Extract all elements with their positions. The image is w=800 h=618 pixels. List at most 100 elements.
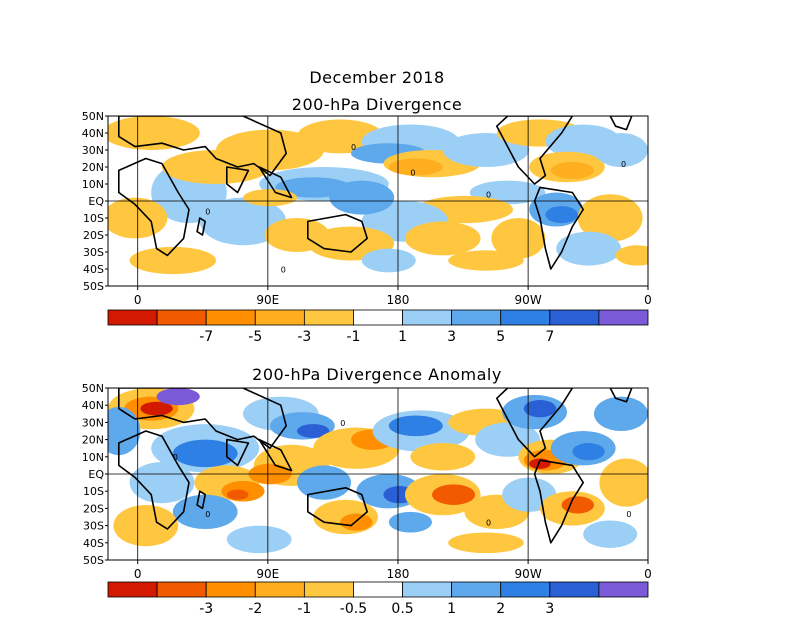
colorbar-label: -3	[199, 601, 213, 617]
latitude-label: EQ	[88, 195, 104, 208]
colorbar-label: 0.5	[391, 601, 413, 617]
divergence-field-blob	[594, 133, 648, 167]
coastline	[196, 217, 206, 236]
latitude-label: 20S	[83, 502, 104, 515]
anomaly-field-blob	[599, 458, 648, 507]
latitude-label: 20N	[82, 434, 104, 447]
latitude-label: 30S	[83, 520, 104, 533]
latitude-label: 30N	[82, 416, 104, 429]
coastline	[226, 166, 250, 194]
zero-contour-label: 0	[205, 208, 210, 217]
longitude-label: 90W	[515, 293, 542, 307]
month-title: December 2018	[309, 68, 445, 87]
colorbar-label: -7	[199, 329, 213, 345]
latitude-label: 20N	[82, 161, 104, 174]
coastline	[196, 490, 206, 510]
zero-contour-label: 0	[340, 419, 345, 428]
coastline	[609, 388, 633, 403]
latitude-label: 50S	[83, 554, 104, 567]
colorbar-label: 7	[545, 329, 554, 345]
colorbar-label: 3	[545, 601, 554, 617]
latitude-label: 10S	[83, 485, 104, 498]
zero-contour-label: 0	[410, 169, 415, 178]
anomaly-field-blob	[297, 424, 330, 438]
divergence-field-blob	[361, 248, 416, 273]
colorbar-swatch	[156, 581, 207, 598]
anomaly-field-blob	[561, 496, 594, 514]
latitude-label: 50N	[82, 382, 104, 395]
coastline	[118, 116, 288, 177]
colorbar-swatch	[107, 581, 158, 598]
latitude-label: 30S	[83, 246, 104, 259]
anomaly-field-blob	[129, 461, 195, 504]
divergence-field-blob	[199, 197, 287, 246]
colorbar-swatch	[254, 581, 305, 598]
divergence-field-blob	[216, 129, 324, 171]
colorbar-swatch	[156, 309, 207, 326]
longitude-label: 90E	[256, 567, 279, 581]
anomaly-field-blob	[297, 465, 351, 500]
longitude-label: 0	[644, 567, 652, 581]
latitude-label: 50N	[82, 110, 104, 123]
divergence-field-blob	[577, 194, 643, 242]
panel1-title: 200-hPa Divergence	[291, 95, 463, 114]
longitude-label: 180	[387, 293, 410, 307]
anomaly-field-blob	[113, 504, 179, 547]
coastline	[306, 486, 369, 527]
colorbar-label: 1	[447, 601, 456, 617]
colorbar-label: 3	[447, 329, 456, 345]
zero-contour-label: 0	[486, 191, 491, 200]
anomaly-field-blob	[583, 520, 638, 548]
zero-contour-label: 0	[486, 519, 491, 528]
anomaly-field-blob	[140, 401, 173, 416]
divergence-field-blob	[297, 119, 384, 154]
coastline	[306, 213, 369, 253]
colorbar-label: 1	[398, 329, 407, 345]
colorbar-swatch	[254, 309, 305, 326]
divergence-field-blob	[550, 161, 595, 179]
colorbar-swatch	[402, 309, 453, 326]
colorbar-swatch	[402, 581, 453, 598]
longitude-label: 0	[644, 293, 652, 307]
divergence-anomaly-colorbar: -3 -2 -1 -0.5 0.5 1 2 3	[107, 581, 649, 617]
anomaly-field-blob	[432, 484, 476, 505]
zero-contour-label: 0	[205, 510, 210, 519]
divergence-map: 0 0 0 0 0 0 50N 40N 30N 20N 10N EQ 10S 20S 30S 40S 50S 0…	[82, 110, 652, 307]
colorbar-swatch	[598, 581, 649, 598]
divergence-field-blob	[448, 250, 524, 271]
longitude-label: 180	[387, 567, 410, 581]
colorbar-label: 5	[496, 329, 505, 345]
colorbar-swatch	[205, 309, 256, 326]
colorbar-swatch	[303, 309, 354, 326]
latitude-label: 40S	[83, 537, 104, 550]
colorbar-swatch	[598, 309, 649, 326]
colorbar-label: -2	[248, 601, 262, 617]
latitude-label: 10N	[82, 451, 104, 464]
anomaly-field-blob	[172, 494, 238, 530]
coastline	[258, 166, 293, 199]
divergence-field-blob	[243, 189, 297, 207]
latitude-label: 10N	[82, 178, 104, 191]
anomaly-field-blob	[226, 525, 292, 554]
coastline	[609, 116, 633, 131]
panel2-title: 200-hPa Divergence Anomaly	[252, 365, 502, 384]
zero-contour-label: 0	[351, 143, 356, 152]
colorbar-swatch	[549, 581, 600, 598]
zero-contour-label: 0	[621, 160, 626, 169]
zero-contour-label: 0	[173, 453, 178, 462]
anomaly-field-blob	[410, 443, 476, 471]
longitude-label: 0	[134, 293, 142, 307]
latitude-label: 40S	[83, 263, 104, 276]
zero-contour-label: 0	[626, 510, 631, 519]
colorbar-label: -0.5	[340, 601, 367, 617]
colorbar-swatch	[107, 309, 158, 326]
anomaly-field-blob	[226, 489, 249, 500]
latitude-label: 20S	[83, 229, 104, 242]
longitude-label: 90E	[256, 293, 279, 307]
longitude-label: 0	[134, 567, 142, 581]
divergence-field-blob	[545, 206, 578, 224]
colorbar-label: -1	[346, 329, 360, 345]
anomaly-field-blob	[448, 532, 524, 554]
divergence-field-blob	[108, 116, 200, 150]
colorbar-swatch	[549, 309, 600, 326]
